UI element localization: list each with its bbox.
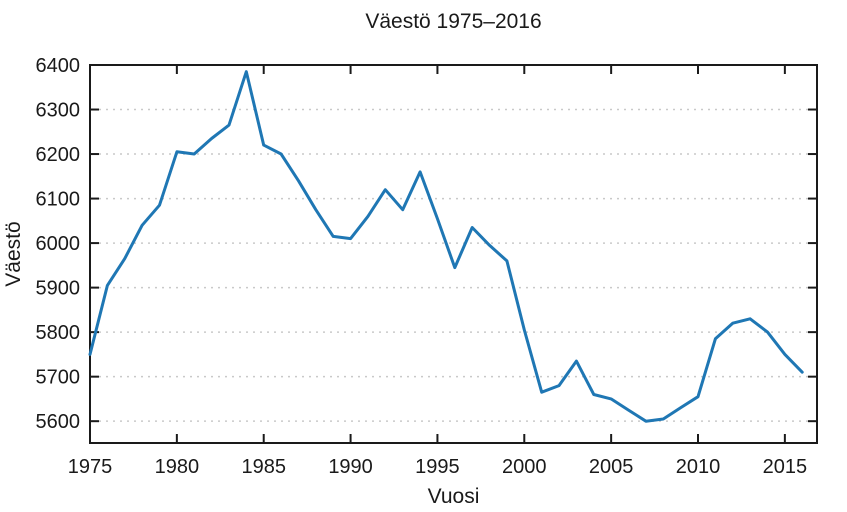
y-tick-label: 5900 bbox=[36, 278, 81, 300]
x-tick-label: 2010 bbox=[676, 456, 721, 478]
y-tick-label: 6300 bbox=[36, 100, 81, 122]
y-tick-label: 6100 bbox=[36, 189, 81, 211]
x-axis-label: Vuosi bbox=[427, 485, 480, 508]
x-tick-label: 1985 bbox=[241, 456, 286, 478]
plot-area-border bbox=[89, 64, 818, 444]
y-tick-label: 6400 bbox=[36, 55, 81, 77]
y-tick-label: 5600 bbox=[36, 411, 81, 433]
x-tick-label: 2005 bbox=[589, 456, 634, 478]
x-tick-label: 1995 bbox=[415, 456, 460, 478]
chart-title: Väestö 1975–2016 bbox=[365, 10, 542, 33]
y-tick-label: 5700 bbox=[36, 367, 81, 389]
x-tick-label: 1975 bbox=[68, 456, 113, 478]
y-tick-label: 6000 bbox=[36, 233, 81, 255]
data-line bbox=[88, 70, 804, 423]
x-tick-label: 2015 bbox=[763, 456, 808, 478]
y-tick-label: 6200 bbox=[36, 144, 81, 166]
x-tick-label: 2000 bbox=[502, 456, 547, 478]
x-tick-label: 1980 bbox=[155, 456, 200, 478]
x-tick-label: 1990 bbox=[328, 456, 373, 478]
y-tick-label: 5800 bbox=[36, 322, 81, 344]
